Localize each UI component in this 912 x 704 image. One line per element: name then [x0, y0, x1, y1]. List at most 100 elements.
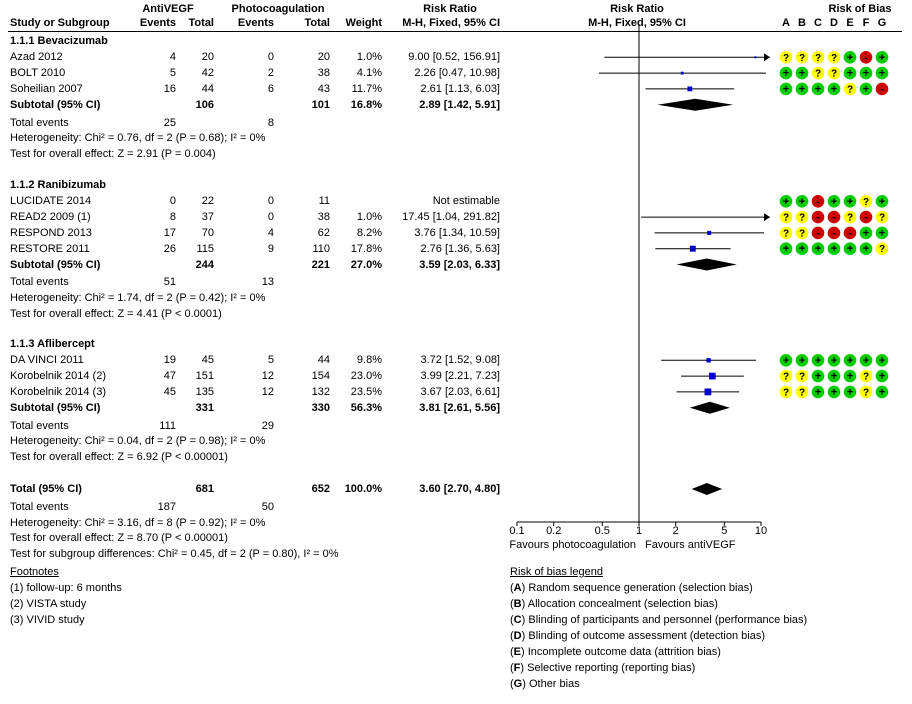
rob-circle — [795, 210, 809, 224]
total2-value: 44 — [317, 354, 330, 367]
tick-label: 5 — [721, 525, 728, 537]
total-weight: 100.0% — [344, 483, 382, 495]
rob-circle — [859, 226, 873, 240]
rob-symbol: ? — [783, 53, 789, 64]
rob-circle — [859, 369, 873, 383]
rob-letter: E — [846, 17, 854, 29]
point-marker — [680, 71, 684, 75]
rob-symbol: ? — [783, 387, 789, 398]
study-name: READ2 2009 (1) — [10, 211, 91, 224]
rob-circle — [875, 242, 889, 255]
total2-value: 132 — [311, 385, 330, 398]
rob-circle — [875, 385, 889, 399]
rob-symbol: ? — [831, 53, 837, 64]
tick-label: 0.1 — [509, 525, 525, 537]
rob-symbol: + — [799, 68, 805, 80]
footnote-3: (3) VIVID study — [10, 614, 85, 626]
subtotal-total2: 221 — [311, 258, 330, 271]
rob-circle — [875, 210, 889, 224]
total-label: Total (95% CI) — [10, 483, 82, 495]
total-events1: 25 — [163, 116, 176, 129]
rob-title: Risk of Bias — [828, 3, 892, 15]
subtotal-total2: 330 — [311, 401, 330, 414]
rob-circle — [875, 195, 889, 208]
rob-circle — [859, 385, 873, 399]
rr-ci-value: 3.67 [2.03, 6.61] — [420, 385, 500, 398]
tick-label: 10 — [754, 525, 768, 537]
footnote-2: (2) VISTA study — [10, 598, 87, 610]
total1-value: 20 — [201, 51, 214, 64]
rob-circle — [827, 82, 841, 96]
rob-circle — [811, 195, 825, 208]
favours-right: Favours antiVEGF — [645, 539, 736, 551]
rob-circle — [827, 226, 841, 240]
group1-header: AntiVEGF — [142, 3, 194, 15]
rob-symbol: + — [831, 196, 837, 208]
total-events1: 51 — [163, 276, 176, 289]
rob-legend-letter: G — [513, 678, 523, 690]
rr-ci-value: 3.99 [2.21, 7.23] — [420, 370, 500, 383]
rob-symbol: + — [783, 68, 789, 80]
total1-value: 42 — [201, 67, 214, 80]
rob-symbol: ? — [815, 69, 821, 80]
rob-symbol: ? — [799, 53, 805, 64]
total-events2: 50 — [261, 500, 274, 513]
rob-circle — [811, 385, 825, 399]
total1-value: 22 — [201, 195, 214, 208]
rob-symbol: - — [816, 227, 820, 239]
rob-circle — [779, 195, 793, 208]
rob-symbol: - — [816, 212, 820, 224]
subtotal-total1: 331 — [195, 401, 214, 414]
total-total1: 681 — [195, 483, 214, 495]
rob-symbol: + — [783, 355, 789, 367]
rob-symbol: ? — [879, 244, 885, 255]
rob-circle — [843, 210, 857, 224]
rob-symbol: + — [847, 52, 853, 64]
diamond-marker — [657, 98, 734, 111]
rob-circle — [875, 369, 889, 383]
weight-value: 17.8% — [350, 242, 382, 255]
rob-circle — [843, 82, 857, 96]
study-name: BOLT 2010 — [10, 67, 66, 80]
rob-circle — [811, 226, 825, 240]
subtotal-ci: 3.81 [2.61, 5.56] — [419, 401, 500, 414]
rob-letter: D — [830, 17, 838, 29]
total-overall-effect: Test for overall effect: Z = 8.70 (P < 0… — [10, 532, 228, 545]
rob-symbol: + — [847, 355, 853, 367]
rob-symbol: + — [879, 386, 885, 398]
rob-circle — [859, 195, 873, 208]
rob-circle — [795, 226, 809, 240]
rob-circle — [827, 210, 841, 224]
rob-legend-letter: E — [513, 646, 522, 658]
rob-symbol: + — [799, 243, 805, 255]
total2-value: 38 — [317, 211, 330, 224]
rob-circle — [795, 66, 809, 80]
study-name: LUCIDATE 2014 — [10, 195, 92, 208]
events1-value: 47 — [163, 370, 176, 383]
rob-legend-text: Incomplete outcome data (attrition bias) — [524, 646, 721, 658]
rob-symbol: ? — [879, 213, 885, 224]
rob-legend-item: (B) Allocation concealment (selection bi… — [510, 598, 718, 610]
total-events2: 8 — [267, 116, 274, 129]
events2-value: 12 — [261, 370, 274, 383]
total1-value: 70 — [201, 226, 214, 239]
events1-value: 0 — [169, 195, 176, 208]
plot-method: M-H, Fixed, 95% CI — [588, 17, 686, 29]
rob-circle — [843, 226, 857, 240]
rr-title: Risk Ratio — [423, 3, 477, 15]
rob-symbol: + — [831, 386, 837, 398]
rob-circle — [843, 66, 857, 80]
rr-ci-value: 9.00 [0.52, 156.91] — [408, 51, 500, 64]
rob-legend-text: Blinding of participants and personnel (… — [525, 614, 808, 626]
tick-label: 2 — [672, 525, 679, 537]
rob-circle — [795, 354, 809, 367]
rob-letter: F — [862, 17, 870, 29]
events2-value: 0 — [267, 211, 274, 224]
rob-circle — [795, 242, 809, 255]
point-marker — [689, 245, 696, 252]
ci-arrow — [764, 213, 770, 222]
subgroup-title: 1.1.3 Aflibercept — [10, 338, 95, 350]
rr-ci-value: 2.76 [1.36, 5.63] — [420, 242, 500, 255]
point-marker — [708, 372, 716, 380]
header-rule — [8, 31, 902, 32]
